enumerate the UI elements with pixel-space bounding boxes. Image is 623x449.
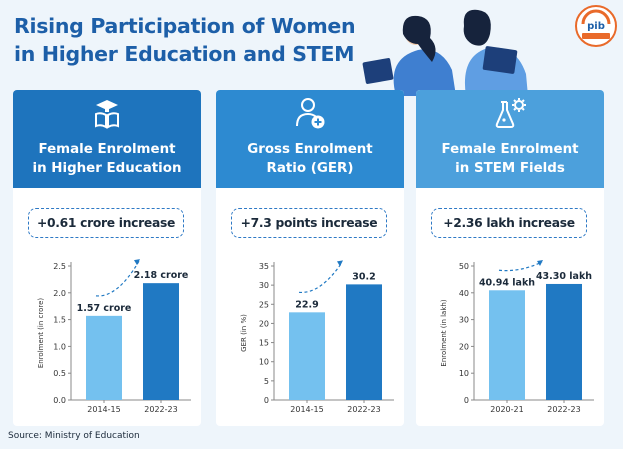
x-tick-label: 2014-15 xyxy=(87,405,120,414)
graduation-book-icon xyxy=(95,100,119,129)
y-tick-label: 20 xyxy=(459,342,469,351)
trend-arrow xyxy=(95,260,140,297)
bar-2022-23 xyxy=(346,284,382,400)
bar-chart-stem-enrolment: Enrolment (in lakh) 0 10 20 30 40 50 40.94 lakh… xyxy=(440,259,594,414)
bar-2014-15 xyxy=(86,315,122,400)
increase-badge: +0.61 crore increase xyxy=(28,208,184,238)
y-tick-label: 30 xyxy=(259,281,269,290)
trend-arrow-head xyxy=(537,259,543,266)
y-tick-label: 0.0 xyxy=(53,396,66,405)
bar-2020-21 xyxy=(489,290,525,400)
increase-badge: +2.36 lakh increase xyxy=(431,208,587,238)
y-tick-label: 50 xyxy=(459,262,469,271)
data-label: 43.30 lakh xyxy=(536,271,592,282)
y-tick-label: 0 xyxy=(264,396,269,405)
svg-text:pib: pib xyxy=(587,21,605,32)
y-tick-label: 25 xyxy=(259,300,269,309)
x-tick-label: 2022-23 xyxy=(547,405,580,414)
y-axis-label: GER (in %) xyxy=(240,314,248,352)
card-header: Gross Enrolment Ratio (GER) xyxy=(216,90,404,188)
y-tick-label: 2.0 xyxy=(53,289,66,298)
x-tick-label: 2014-15 xyxy=(290,405,323,414)
women-reading-illustration xyxy=(362,9,528,96)
x-tick-label: 2022-23 xyxy=(144,405,177,414)
card-header: Female Enrolment in Higher Education xyxy=(13,90,201,188)
y-tick-label: 30 xyxy=(459,316,469,325)
trend-arrow-head xyxy=(134,259,140,266)
y-tick-label: 15 xyxy=(259,339,269,348)
y-tick-label: 1.0 xyxy=(53,342,66,351)
card-title: Female Enrolment in Higher Education xyxy=(32,142,182,176)
trend-arrow-head xyxy=(337,260,343,267)
card-title: Female Enrolment in STEM Fields xyxy=(441,142,579,176)
flask-gear-icon xyxy=(495,98,526,128)
y-tick-label: 35 xyxy=(259,262,269,271)
bar-chart-ger: GER (in %) 0 5 10 15 20 25 30 35 22.9 2014-15 30.2 2… xyxy=(240,260,394,414)
bar-2022-23 xyxy=(143,283,179,400)
bar-2014-15 xyxy=(289,312,325,400)
trend-arrow xyxy=(498,261,543,272)
y-tick-label: 10 xyxy=(459,369,469,378)
y-tick-label: 20 xyxy=(259,319,269,328)
y-tick-label: 0.5 xyxy=(53,369,66,378)
data-label: 1.57 crore xyxy=(77,303,132,314)
data-label: 40.94 lakh xyxy=(479,277,535,288)
card-title: Gross Enrolment Ratio (GER) xyxy=(247,142,373,176)
y-tick-label: 0 xyxy=(464,396,469,405)
trend-arrow xyxy=(298,262,343,293)
user-add-icon xyxy=(296,98,325,129)
increase-badge: +7.3 points increase xyxy=(231,208,387,238)
data-label: 22.9 xyxy=(295,299,318,310)
y-tick-label: 40 xyxy=(459,289,469,298)
x-tick-label: 2022-23 xyxy=(347,405,380,414)
card-gross-enrolment-ratio: Gross Enrolment Ratio (GER) +7.3 points … xyxy=(216,90,404,426)
data-label: 30.2 xyxy=(352,271,375,282)
data-label: 2.18 crore xyxy=(134,270,189,281)
card-header: Female Enrolment in STEM Fields xyxy=(416,90,604,188)
x-tick-label: 2020-21 xyxy=(490,405,523,414)
y-tick-label: 1.5 xyxy=(53,316,66,325)
y-axis-label: Enrolment (in crore) xyxy=(37,298,45,369)
bar-chart-female-enrolment: Enrolment (in crore) 0.0 0.5 1.0 1.5 2.0 2.5 1.… xyxy=(37,259,191,414)
pib-logo: pib xyxy=(575,5,617,47)
card-female-enrolment-higher-education: Female Enrolment in Higher Education +0.… xyxy=(13,90,201,426)
page-title: Rising Participation of Women in Higher … xyxy=(14,14,356,66)
y-tick-label: 10 xyxy=(259,358,269,367)
card-female-enrolment-stem: Female Enrolment in STEM Fields +2.36 la… xyxy=(416,90,604,426)
y-tick-label: 5 xyxy=(264,377,269,386)
y-tick-label: 2.5 xyxy=(53,262,66,271)
bar-2022-23 xyxy=(546,283,582,400)
y-axis-label: Enrolment (in lakh) xyxy=(440,299,448,366)
source-note: Source: Ministry of Education xyxy=(8,431,140,441)
